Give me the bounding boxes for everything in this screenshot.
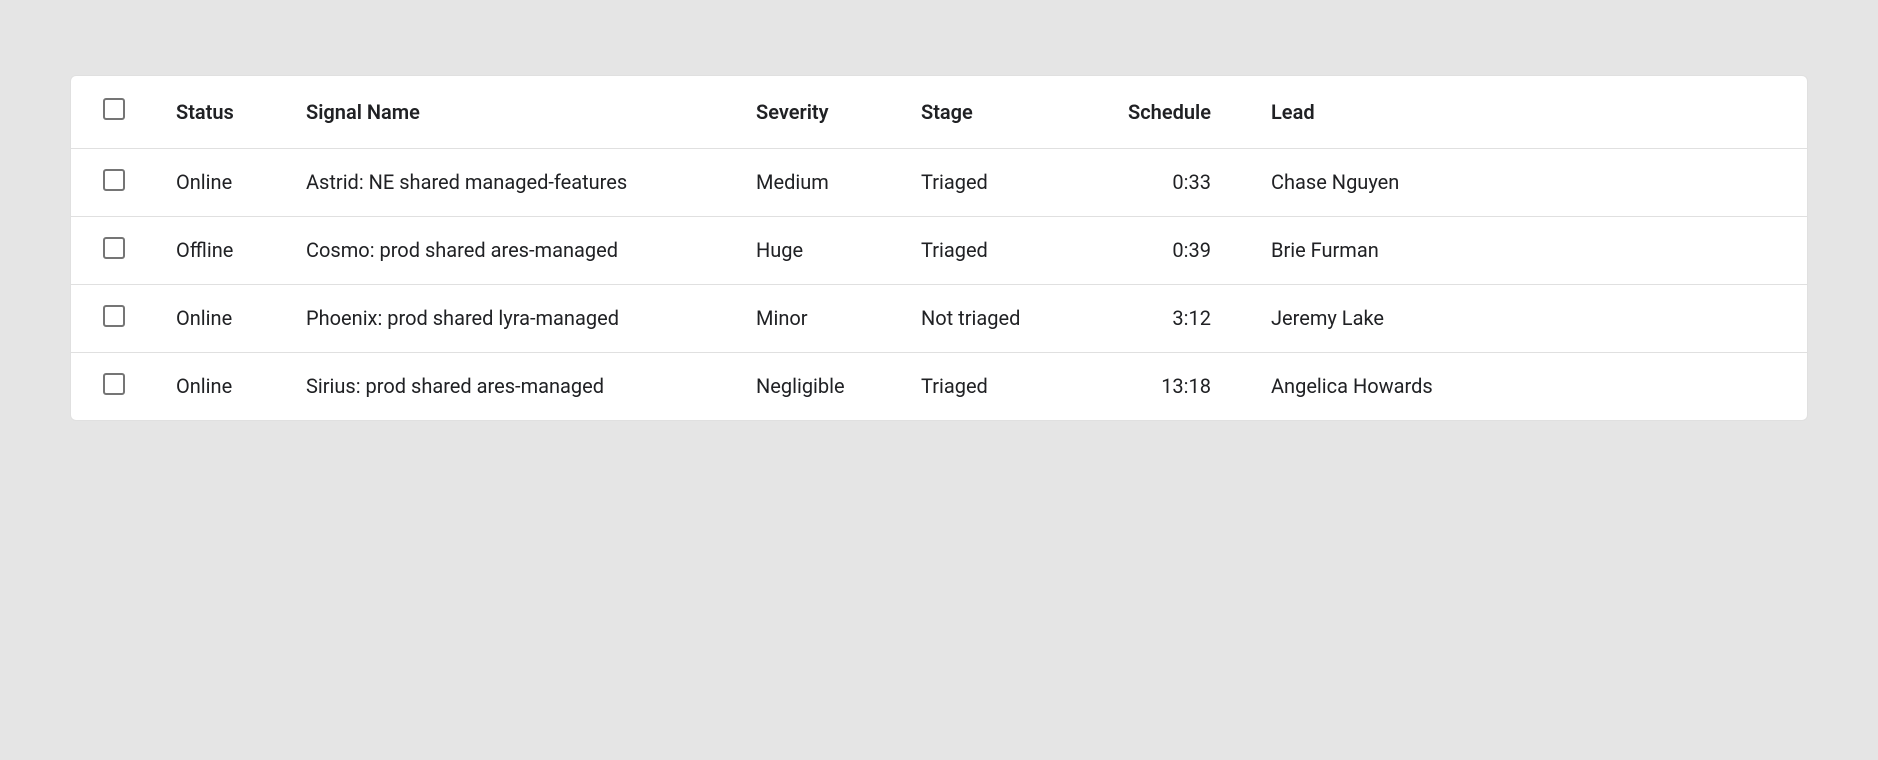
cell-schedule: 13:18 xyxy=(1101,352,1241,420)
select-all-checkbox[interactable] xyxy=(103,98,125,120)
column-header-lead[interactable]: Lead xyxy=(1241,76,1807,148)
cell-severity: Negligible xyxy=(756,352,921,420)
cell-severity: Minor xyxy=(756,284,921,352)
cell-status: Online xyxy=(176,148,306,216)
cell-severity: Medium xyxy=(756,148,921,216)
column-header-schedule[interactable]: Schedule xyxy=(1101,76,1241,148)
cell-severity: Huge xyxy=(756,216,921,284)
table-row[interactable]: OnlinePhoenix: prod shared lyra-managedM… xyxy=(71,284,1807,352)
cell-stage: Triaged xyxy=(921,352,1101,420)
row-checkbox[interactable] xyxy=(103,169,125,191)
cell-stage: Triaged xyxy=(921,216,1101,284)
cell-status: Online xyxy=(176,352,306,420)
table-row[interactable]: OnlineSirius: prod shared ares-managedNe… xyxy=(71,352,1807,420)
row-checkbox[interactable] xyxy=(103,305,125,327)
column-header-name[interactable]: Signal Name xyxy=(306,76,756,148)
column-header-stage[interactable]: Stage xyxy=(921,76,1101,148)
column-header-status[interactable]: Status xyxy=(176,76,306,148)
cell-schedule: 0:39 xyxy=(1101,216,1241,284)
cell-name: Cosmo: prod shared ares-managed xyxy=(306,216,756,284)
cell-status: Online xyxy=(176,284,306,352)
cell-name: Phoenix: prod shared lyra-managed xyxy=(306,284,756,352)
signals-table-card: Status Signal Name Severity Stage Schedu… xyxy=(70,75,1808,421)
table-header-row: Status Signal Name Severity Stage Schedu… xyxy=(71,76,1807,148)
column-header-severity[interactable]: Severity xyxy=(756,76,921,148)
cell-name: Sirius: prod shared ares-managed xyxy=(306,352,756,420)
cell-lead: Jeremy Lake xyxy=(1241,284,1807,352)
cell-schedule: 0:33 xyxy=(1101,148,1241,216)
cell-lead: Chase Nguyen xyxy=(1241,148,1807,216)
cell-stage: Not triaged xyxy=(921,284,1101,352)
table-row[interactable]: OfflineCosmo: prod shared ares-managedHu… xyxy=(71,216,1807,284)
signals-table: Status Signal Name Severity Stage Schedu… xyxy=(71,76,1807,420)
cell-stage: Triaged xyxy=(921,148,1101,216)
cell-lead: Angelica Howards xyxy=(1241,352,1807,420)
cell-lead: Brie Furman xyxy=(1241,216,1807,284)
cell-name: Astrid: NE shared managed-features xyxy=(306,148,756,216)
row-checkbox[interactable] xyxy=(103,237,125,259)
cell-status: Offline xyxy=(176,216,306,284)
row-checkbox[interactable] xyxy=(103,373,125,395)
cell-schedule: 3:12 xyxy=(1101,284,1241,352)
table-row[interactable]: OnlineAstrid: NE shared managed-features… xyxy=(71,148,1807,216)
